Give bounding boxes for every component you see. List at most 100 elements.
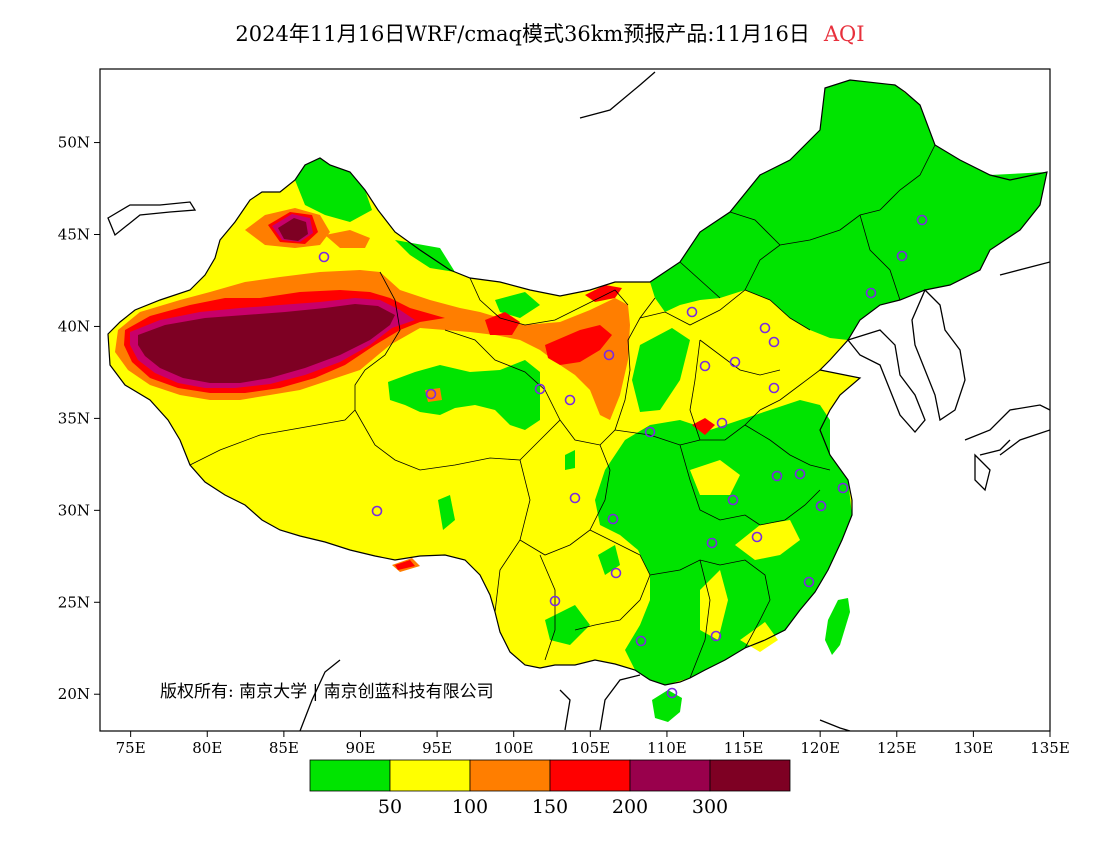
red-patch-loess [545,325,612,365]
maroon-core-tarim [138,304,395,383]
x-tick-label: 105E [571,739,611,757]
colorbar-segment [549,759,631,792]
y-tick-label: 45N [58,226,90,244]
station-marker [644,426,656,438]
green-zone-northeast [650,80,1047,340]
station-marker [699,360,711,372]
indochina-coast [559,674,641,731]
station-marker [666,687,678,699]
philippines-coast [819,719,851,731]
station-marker [686,306,698,318]
plot-frame [99,68,1051,732]
colorbar-label: 100 [452,796,488,818]
station-marker [716,417,728,429]
yellow-patch-hunan [690,460,740,495]
station-marker [607,513,619,525]
station-marker [803,576,815,588]
orange-patch-tianshan [325,230,370,248]
station-marker [534,383,546,395]
x-tick-label: 90E [345,739,375,757]
station-marker [815,500,827,512]
station-marker [564,394,576,406]
red-patch-yinchuan [485,312,520,335]
hainan-island [652,690,682,722]
station-marker [768,382,780,394]
coastlines [107,71,1050,731]
green-patch-yunnan [545,605,590,645]
colorbar-segment [389,759,471,792]
kazakhstan-lake [107,201,197,237]
map-field [108,80,1047,722]
x-tick-label: 135E [1030,739,1070,757]
x-axis: 75E 80E 85E 90E 95E 100E 105E 110E 115E 120E 125E 1… [116,731,1070,757]
sakhalin-coast [999,261,1050,276]
y-tick-label: 50N [58,134,90,152]
colorbar-label: 200 [612,796,648,818]
station-marker [771,470,783,482]
yellow-patch-jianghan [735,520,800,560]
japan-coast [964,404,1050,456]
y-tick-label: 30N [58,501,90,519]
colorbar: 50 100 150 200 300 [309,759,791,818]
y-tick-label: 35N [58,409,90,427]
korea-peninsula [911,288,966,422]
y-tick-label: 40N [58,317,90,335]
china-border [107,79,1048,686]
red-patch-tibet-south [395,560,415,570]
station-marker [549,595,561,607]
province-boundaries [189,144,936,679]
station-marker [425,388,437,400]
maroon-core-tianshan [278,218,308,241]
colorbar-segment [629,759,711,792]
station-marker [759,322,771,334]
y-axis: 50N 45N 40N 35N 30N 25N 20N [58,134,100,703]
map-title: 2024年11月16日WRF/cmaq模式36km预报产品:11月16日 AQI [0,18,1100,48]
green-patch-altai [295,158,372,222]
station-marker [837,482,849,494]
colorbar-label: 50 [378,796,402,818]
station-marker [896,250,908,262]
station-marker [610,567,622,579]
title-variable: AQI [823,22,865,46]
station-marker [318,251,330,263]
station-marker [569,492,581,504]
yellow-patch-south-coast [740,622,778,652]
colorbar-segment [309,759,391,792]
red-patch-hohhot [585,285,622,302]
x-tick-label: 115E [724,739,764,757]
taiwan-island [825,598,850,655]
station-marker [635,635,647,647]
green-patch-guizhou [598,545,620,575]
station-marker [865,287,877,299]
x-tick-label: 125E [877,739,917,757]
colorbar-label: 300 [692,796,728,818]
station-marker [768,336,780,348]
green-patch-qinghai [388,360,540,430]
station-marker [794,468,806,480]
x-tick-label: 85E [269,739,299,757]
station-marker [710,630,722,642]
station-marker [751,531,763,543]
station-marker [729,356,741,368]
green-patch-tibet-east [565,450,575,470]
korea-coast [846,329,926,433]
station-markers [318,214,928,699]
station-marker [706,537,718,549]
x-tick-label: 95E [422,739,452,757]
y-tick-label: 25N [58,593,90,611]
kamchatka-coast [579,71,656,119]
colorbar-segment [469,759,551,792]
red-patch-henan [692,418,715,435]
station-marker [603,349,615,361]
colorbar-segment [709,759,791,792]
copyright-text: 版权所有: 南京大学 | 南京创蓝科技有限公司 [160,682,494,702]
x-tick-label: 100E [494,739,534,757]
x-tick-label: 80E [192,739,222,757]
station-marker [727,494,739,506]
green-patch-north-plain [632,328,690,412]
x-tick-label: 110E [647,739,687,757]
title-main: 2024年11月16日WRF/cmaq模式36km预报产品:11月16日 [235,22,810,46]
x-tick-label: 75E [116,739,146,757]
x-tick-label: 120E [800,739,840,757]
